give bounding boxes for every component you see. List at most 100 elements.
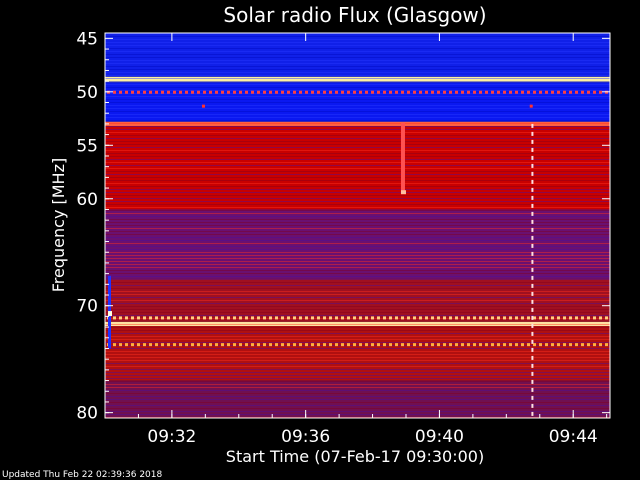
burst-column <box>400 122 405 192</box>
texture-line <box>105 345 610 346</box>
burst-dot-1 <box>575 343 578 347</box>
texture-line <box>105 165 610 166</box>
burst-dot-1 <box>479 343 482 347</box>
burst-dot-2 <box>137 90 140 94</box>
y-tick-label: 70 <box>76 297 98 317</box>
burst-dot-0 <box>419 316 422 320</box>
burst-dot-2 <box>305 90 308 94</box>
burst-dot-1 <box>455 343 458 347</box>
burst-dot-0 <box>437 316 440 320</box>
burst-dot-1 <box>443 343 446 347</box>
burst-dot-0 <box>515 316 518 320</box>
burst-dot-1 <box>533 343 536 347</box>
burst-dot-2 <box>383 90 386 94</box>
burst-dot-1 <box>473 343 476 347</box>
texture-line <box>105 81 610 82</box>
dash-column <box>531 139 534 144</box>
burst-dot-0 <box>383 316 386 320</box>
y-tick-label: 50 <box>76 83 98 103</box>
texture-line <box>105 396 610 397</box>
burst-dot-1 <box>395 343 398 347</box>
burst-dot-1 <box>155 343 158 347</box>
burst-dot-0 <box>539 316 542 320</box>
burst-dot-1 <box>305 343 308 347</box>
burst-dot-0 <box>371 316 374 320</box>
dash-column <box>531 323 534 328</box>
texture-line <box>105 93 610 94</box>
texture-line <box>105 309 610 310</box>
y-tick-label: 80 <box>76 404 98 424</box>
dash-column <box>531 379 534 384</box>
dash-column <box>531 275 534 280</box>
burst-dot-0 <box>599 316 602 320</box>
burst-dot-2 <box>377 90 380 94</box>
dash-column <box>531 387 534 392</box>
texture-line <box>105 120 610 121</box>
texture-line <box>105 339 610 340</box>
texture-line <box>105 99 610 100</box>
texture-line <box>105 378 610 379</box>
burst-dot-2 <box>401 90 404 94</box>
texture-line <box>105 210 610 211</box>
burst-dot-1 <box>149 343 152 347</box>
burst-dot-0 <box>401 316 404 320</box>
texture-line <box>105 117 610 118</box>
texture-line <box>105 285 610 286</box>
texture-line <box>105 294 610 295</box>
dash-column <box>531 339 534 344</box>
texture-line <box>105 51 610 52</box>
burst-dot-2 <box>287 90 290 94</box>
texture-line <box>105 123 610 124</box>
burst-dot-1 <box>185 343 188 347</box>
texture-line <box>105 282 610 283</box>
texture-line <box>105 126 610 127</box>
texture-line <box>105 300 610 301</box>
texture-line <box>105 96 610 97</box>
texture-line <box>105 303 610 304</box>
burst-dot-2 <box>251 90 254 94</box>
burst-dot-2 <box>545 90 548 94</box>
burst-dot-0 <box>569 316 572 320</box>
texture-line <box>105 105 610 106</box>
burst-dot-0 <box>575 316 578 320</box>
burst-dot-1 <box>311 343 314 347</box>
burst-dot-2 <box>113 90 116 94</box>
burst-dot-2 <box>449 90 452 94</box>
burst-dot-2 <box>575 90 578 94</box>
texture-line <box>105 381 610 382</box>
burst-dot-1 <box>545 343 548 347</box>
burst-dot-2 <box>353 90 356 94</box>
burst-dot-0 <box>263 316 266 320</box>
dash-column <box>531 259 534 264</box>
texture-line <box>105 318 610 319</box>
texture-line <box>105 186 610 187</box>
burst-dot-2 <box>161 90 164 94</box>
burst-dot-2 <box>341 90 344 94</box>
burst-dot-2 <box>155 90 158 94</box>
y-axis-ticks: 45 50 55 60 70 80 <box>76 29 610 424</box>
burst-dot-2 <box>299 90 302 94</box>
texture-line <box>105 69 610 70</box>
burst-dot-1 <box>437 343 440 347</box>
dash-column <box>531 123 534 128</box>
texture-line <box>105 405 610 406</box>
burst-dot-2 <box>245 90 248 94</box>
texture-line <box>105 267 610 268</box>
burst-dot-2 <box>347 90 350 94</box>
burst-dot-2 <box>437 90 440 94</box>
burst-dot-0 <box>467 316 470 320</box>
burst-dot-0 <box>179 316 182 320</box>
texture-line <box>105 90 610 91</box>
burst-dot-1 <box>197 343 200 347</box>
burst-dot-2 <box>125 90 128 94</box>
band-7 <box>105 321 610 327</box>
burst-dot-2 <box>557 90 560 94</box>
dash-column <box>531 307 534 312</box>
texture-line <box>105 66 610 67</box>
dash-column <box>531 363 534 368</box>
dash-column <box>531 219 534 224</box>
burst-dot-0 <box>593 316 596 320</box>
burst-dot-2 <box>197 90 200 94</box>
burst-dot-2 <box>257 90 260 94</box>
burst-dot-0 <box>431 316 434 320</box>
